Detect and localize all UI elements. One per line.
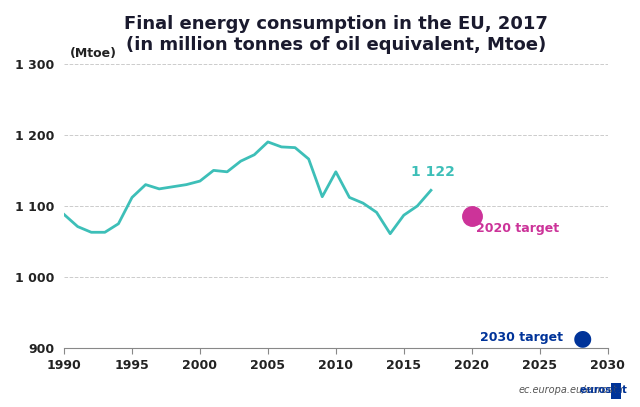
Text: eurostat: eurostat <box>543 385 627 395</box>
Text: ●: ● <box>573 328 592 348</box>
Text: ec.europa.eu/eurostat: ec.europa.eu/eurostat <box>519 385 627 395</box>
Text: (Mtoe): (Mtoe) <box>70 47 116 59</box>
Text: 2020 target: 2020 target <box>476 221 559 234</box>
Text: 1 122: 1 122 <box>410 165 454 179</box>
Text: 2030 target: 2030 target <box>480 331 563 344</box>
Title: Final energy consumption in the EU, 2017
(in million tonnes of oil equivalent, M: Final energy consumption in the EU, 2017… <box>124 15 548 54</box>
